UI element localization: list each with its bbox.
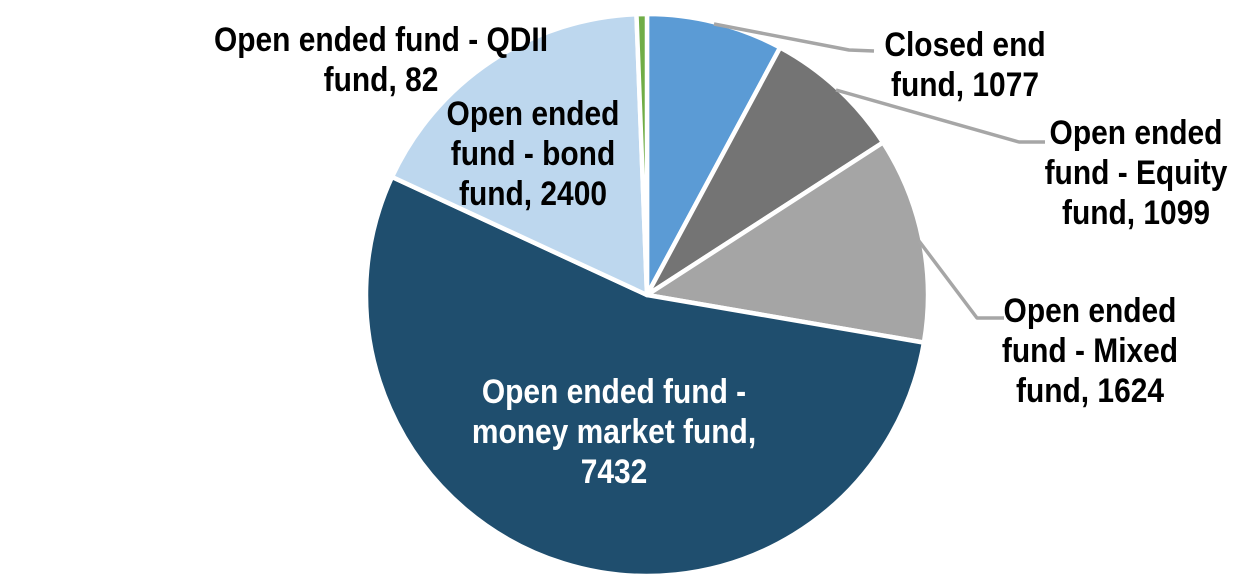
data-label-money-market-fund: Open ended fund - money market fund, 743… [472,372,756,492]
slice-closed-end-fund [644,11,783,298]
slice-money-market-fund [363,174,927,579]
data-label-closed-end-fund: Closed end fund, 1077 [884,25,1045,105]
data-label-qdii-fund: Open ended fund - QDII fund, 82 [214,20,548,100]
label-line: Open ended [1049,114,1223,152]
label-line: Closed end [884,26,1046,64]
leader-line-closed-end-fund [713,22,875,53]
label-line: fund - bond [450,135,616,173]
label-line: Open ended fund - QDII [213,21,549,59]
leader-line-equity-fund [835,88,1045,144]
label-line: fund - Equity [1044,154,1228,192]
label-line: money market fund, [471,413,757,451]
label-line: 7432 [580,453,648,491]
leader-line-mixed-fund [917,239,1004,320]
label-line: fund, 2400 [458,175,607,213]
label-line: Open ended fund - [481,373,747,411]
label-line: fund, 1099 [1061,194,1210,232]
label-line: fund, 1624 [1016,372,1164,410]
slice-qdii-fund [634,11,650,298]
slice-mixed-fund [644,140,931,345]
data-label-mixed-fund: Open ended fund - Mixed fund, 1624 [1002,291,1178,411]
slice-equity-fund [644,45,886,298]
data-label-equity-fund: Open ended fund - Equity fund, 1099 [1045,113,1228,233]
data-label-bond-fund: Open ended fund - bond fund, 2400 [447,94,620,214]
label-line: Open ended [1003,292,1177,330]
pie-slices [363,11,931,579]
label-line: fund, 1077 [890,66,1039,104]
leader-lines [713,22,1045,320]
label-line: Open ended [446,95,620,133]
label-line: fund - Mixed [1001,332,1179,370]
slice-bond-fund [389,11,650,298]
label-line: fund, 82 [323,61,439,99]
